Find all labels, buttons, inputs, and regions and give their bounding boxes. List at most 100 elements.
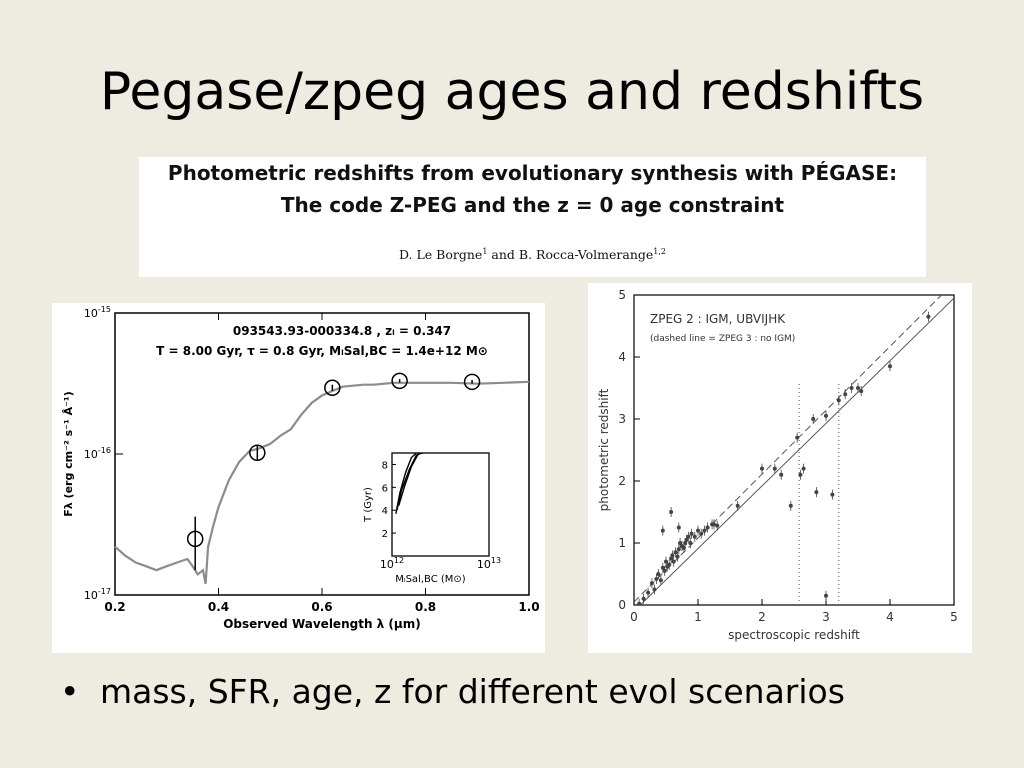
z-data-point (836, 398, 841, 403)
inset-frame (391, 452, 490, 557)
z-data-point (772, 466, 777, 471)
z-data-point (811, 417, 816, 421)
z-data-point (760, 466, 764, 471)
z-y-tick-label: 0 (618, 598, 626, 612)
z-data-point (824, 413, 828, 418)
inset-y-tick-label: 6 (382, 483, 388, 494)
z-title-line-1: ZPEG 2 : IGM, UBVIJHK (650, 312, 786, 326)
z-data-point (646, 590, 651, 595)
sed-y-tick-label: 10-16 (84, 446, 111, 461)
z-y-tick-label: 2 (618, 474, 626, 488)
inset-contour (395, 452, 417, 514)
z-data-point (779, 472, 784, 477)
z-data-point (689, 531, 694, 536)
z-y-tick-label: 1 (618, 536, 626, 550)
z-data-point (735, 503, 740, 508)
author-1: D. Le Borgne (398, 247, 483, 263)
sed-x-axis-label: Observed Wavelength λ (µm) (223, 617, 421, 631)
z-data-point (684, 537, 689, 542)
z-dashed-line (634, 295, 943, 603)
sed-y-tick-label: 10-17 (84, 587, 111, 602)
inset-y-tick-label: 4 (382, 506, 388, 517)
z-solid-line (639, 297, 954, 605)
z-data-point (888, 364, 892, 369)
sed-photometry-point (249, 444, 266, 462)
sed-title-line-2: T = 8.00 Gyr, τ = 0.8 Gyr, MₗSal,BC = 1.… (156, 344, 488, 358)
z-data-point (702, 528, 707, 533)
z-data-point (671, 559, 676, 564)
z-data-point (669, 510, 674, 514)
z-x-tick-label: 2 (758, 610, 766, 624)
sed-photometry-point (186, 530, 204, 548)
z-data-point (859, 389, 864, 394)
inset-x-tick-label: 1013 (477, 556, 501, 571)
z-data-point (654, 576, 659, 581)
z-data-point (676, 525, 681, 530)
z-data-point (678, 541, 683, 545)
sed-y-axis-label: Fλ (erg cm⁻² s⁻¹ Å⁻¹) (62, 391, 75, 517)
sed-title-line-1: 093543.93-000334.8 , zₗ = 0.347 (233, 324, 451, 338)
z-x-tick-label: 4 (886, 610, 894, 624)
sed-x-tick-label: 0.8 (415, 600, 436, 614)
z-data-point (814, 490, 819, 495)
z-x-tick-label: 0 (630, 610, 638, 624)
z-data-point (660, 528, 665, 533)
z-data-point (649, 581, 654, 586)
inset-y-tick-label: 8 (382, 460, 388, 471)
z-title-line-2: (dashed line = ZPEG 3 : no IGM) (650, 334, 795, 344)
z-x-axis-label: spectroscopic redshift (728, 628, 860, 642)
z-data-point (788, 503, 793, 508)
z-y-tick-label: 4 (618, 350, 626, 364)
sed-photometry-point (463, 373, 481, 391)
sed-chart: 0.2 0.4 0.6 0.8 1.0 10-15 10-16 10-17 Observed W… (62, 305, 540, 631)
z-plot-area (634, 295, 954, 605)
z-data-point (849, 386, 854, 390)
sed-x-tick-label: 0.4 (208, 600, 229, 614)
sed-x-tick-label: 1.0 (518, 600, 539, 614)
z-data-point (660, 565, 665, 570)
inset-x-tick-label: 1012 (380, 556, 404, 571)
z-data-point (688, 541, 693, 545)
z-data-point (637, 601, 642, 605)
z-data-point (801, 466, 806, 471)
z-data-point (656, 572, 661, 576)
z-data-point (824, 593, 828, 598)
author-2: B. Rocca-Volmerange (518, 247, 654, 263)
z-y-axis-label: photometric redshift (597, 388, 611, 511)
bullet-list: • mass, SFR, age, z for different evol s… (60, 672, 845, 711)
z-x-tick-label: 5 (950, 610, 958, 624)
sed-y-tick-label: 10-15 (84, 305, 111, 320)
author-1-affiliation: 1 (482, 247, 488, 256)
z-data-point (652, 587, 657, 592)
z-data-point (696, 528, 700, 533)
z-data-point (830, 492, 835, 497)
z-data-point (712, 522, 716, 527)
z-data-point (699, 531, 704, 536)
z-plot-frame (633, 294, 955, 606)
z-data-point (798, 472, 803, 477)
z-data-point (676, 547, 681, 552)
z-data-point (675, 554, 680, 559)
redshift-figure: 0 1 2 3 4 5 0 1 2 3 4 5 spectroscopic redshift photom… (588, 283, 972, 653)
author-2-affiliation: 1,2 (653, 247, 667, 256)
inset-y-axis-label: T (Gyr) (363, 487, 374, 523)
z-data-point (926, 314, 931, 319)
z-data-point (662, 568, 667, 573)
sed-photometry-point (324, 379, 341, 397)
slide-title: Pegase/zpeg ages and redshifts (99, 62, 925, 122)
inset-x-axis-label: MₗSal,BC (M⊙) (395, 574, 465, 585)
bullet-item: • mass, SFR, age, z for different evol s… (60, 672, 845, 711)
z-data-point (686, 534, 691, 539)
paper-header-image: Photometric redshifts from evolutionary … (139, 157, 926, 277)
z-data-point (715, 523, 720, 528)
z-data-point (667, 562, 672, 567)
z-data-point (692, 534, 697, 539)
paper-authors: D. Le Borgne1 and B. Rocca-Volmerange1,2 (139, 247, 926, 262)
paper-title-line-2: The code Z-PEG and the z = 0 age constra… (280, 193, 785, 217)
bullet-text: mass, SFR, age, z for different evol sce… (100, 672, 845, 711)
inset-contour (398, 452, 424, 506)
paper-title-line-1: Photometric redshifts from evolutionary … (167, 161, 898, 185)
sed-x-tick-label: 0.2 (104, 600, 125, 614)
z-data-point (673, 550, 678, 555)
z-data-point (658, 578, 663, 583)
